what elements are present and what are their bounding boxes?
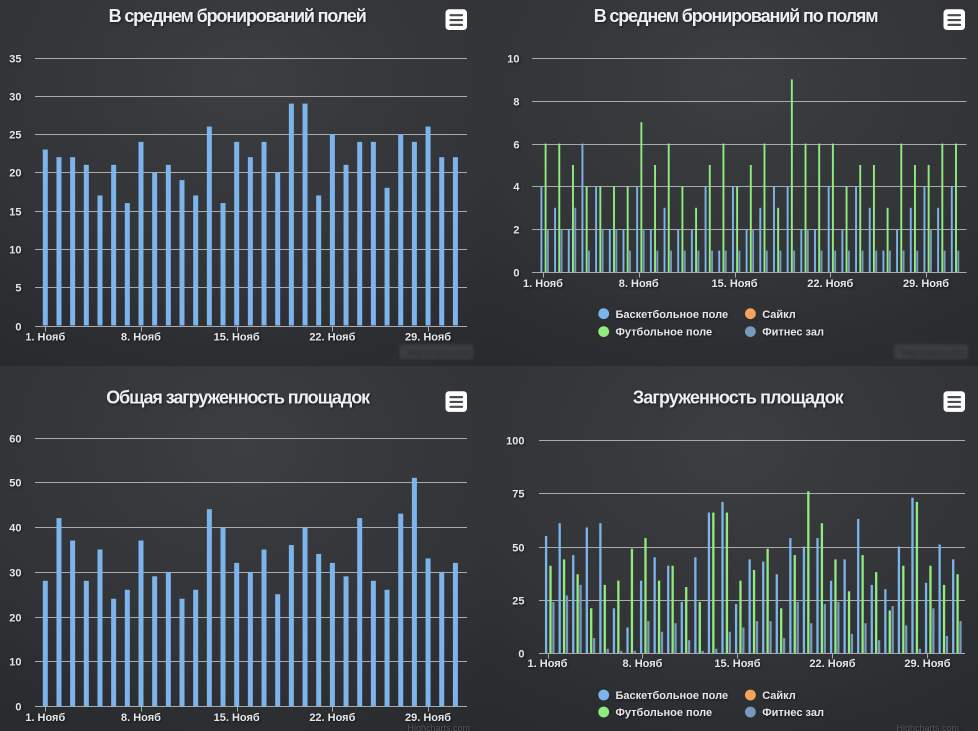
svg-text:20: 20 (9, 612, 21, 624)
svg-text:15. Нояб: 15. Нояб (214, 332, 260, 344)
svg-text:Футбольное поле: Футбольное поле (616, 707, 713, 719)
svg-text:В среднем бронирований по поля: В среднем бронирований по полям (594, 6, 879, 26)
svg-text:8. Нояб: 8. Нояб (121, 712, 161, 724)
svg-text:В среднем бронирований полей: В среднем бронирований полей (109, 6, 366, 26)
svg-text:50: 50 (9, 477, 21, 489)
svg-text:Баскетбольное поле: Баскетбольное поле (616, 690, 729, 702)
svg-text:Общая загруженность площадок: Общая загруженность площадок (106, 387, 371, 407)
svg-text:8: 8 (513, 97, 519, 109)
svg-text:15. Нояб: 15. Нояб (711, 278, 757, 290)
svg-text:6: 6 (513, 140, 519, 152)
svg-text:22. Нояб: 22. Нояб (809, 658, 855, 670)
svg-text:29. Нояб: 29. Нояб (904, 658, 950, 670)
svg-text:0: 0 (513, 268, 519, 280)
svg-text:0: 0 (518, 648, 524, 660)
svg-text:10: 10 (507, 54, 519, 66)
svg-text:29. Нояб: 29. Нояб (405, 712, 451, 724)
svg-text:15. Нояб: 15. Нояб (214, 712, 260, 724)
svg-text:8. Нояб: 8. Нояб (623, 658, 663, 670)
svg-text:4: 4 (513, 182, 520, 194)
svg-text:1. Нояб: 1. Нояб (25, 332, 65, 344)
svg-text:1. Нояб: 1. Нояб (523, 278, 563, 290)
svg-text:10: 10 (9, 656, 21, 668)
svg-text:50: 50 (512, 542, 524, 554)
svg-text:10: 10 (9, 245, 21, 257)
svg-text:15. Нояб: 15. Нояб (714, 658, 760, 670)
svg-text:30: 30 (9, 567, 21, 579)
svg-text:Баскетбольное поле: Баскетбольное поле (616, 309, 729, 321)
svg-text:1. Нояб: 1. Нояб (528, 658, 568, 670)
svg-text:Highcharts.com: Highcharts.com (407, 348, 470, 358)
svg-text:Highcharts.com: Highcharts.com (896, 723, 959, 731)
svg-text:25: 25 (9, 130, 21, 142)
svg-text:100: 100 (506, 435, 524, 447)
svg-text:Фитнес зал: Фитнес зал (762, 707, 824, 719)
svg-text:2: 2 (513, 225, 519, 237)
svg-text:8. Нояб: 8. Нояб (619, 278, 659, 290)
svg-text:25: 25 (512, 595, 524, 607)
svg-text:0: 0 (15, 322, 21, 334)
svg-text:1. Нояб: 1. Нояб (25, 712, 65, 724)
svg-text:20: 20 (9, 168, 21, 180)
svg-text:8. Нояб: 8. Нояб (121, 332, 161, 344)
svg-text:0: 0 (15, 701, 21, 713)
svg-text:35: 35 (9, 54, 21, 66)
svg-text:Highcharts.com: Highcharts.com (407, 723, 470, 731)
svg-text:Загруженность площадок: Загруженность площадок (633, 387, 845, 407)
svg-text:40: 40 (9, 522, 21, 534)
svg-text:30: 30 (9, 92, 21, 104)
svg-text:5: 5 (15, 283, 21, 295)
svg-text:Сайкл: Сайкл (762, 309, 796, 321)
svg-text:29. Нояб: 29. Нояб (903, 278, 949, 290)
svg-text:22. Нояб: 22. Нояб (807, 278, 853, 290)
svg-text:22. Нояб: 22. Нояб (309, 332, 355, 344)
svg-text:29. Нояб: 29. Нояб (405, 332, 451, 344)
svg-text:22. Нояб: 22. Нояб (309, 712, 355, 724)
svg-text:Сайкл: Сайкл (762, 690, 796, 702)
svg-text:60: 60 (9, 433, 21, 445)
svg-text:Фитнес зал: Фитнес зал (762, 327, 824, 339)
svg-text:Highcharts.com: Highcharts.com (901, 348, 964, 358)
svg-text:15: 15 (9, 207, 21, 219)
svg-text:75: 75 (512, 488, 524, 500)
svg-text:Футбольное поле: Футбольное поле (616, 327, 713, 339)
